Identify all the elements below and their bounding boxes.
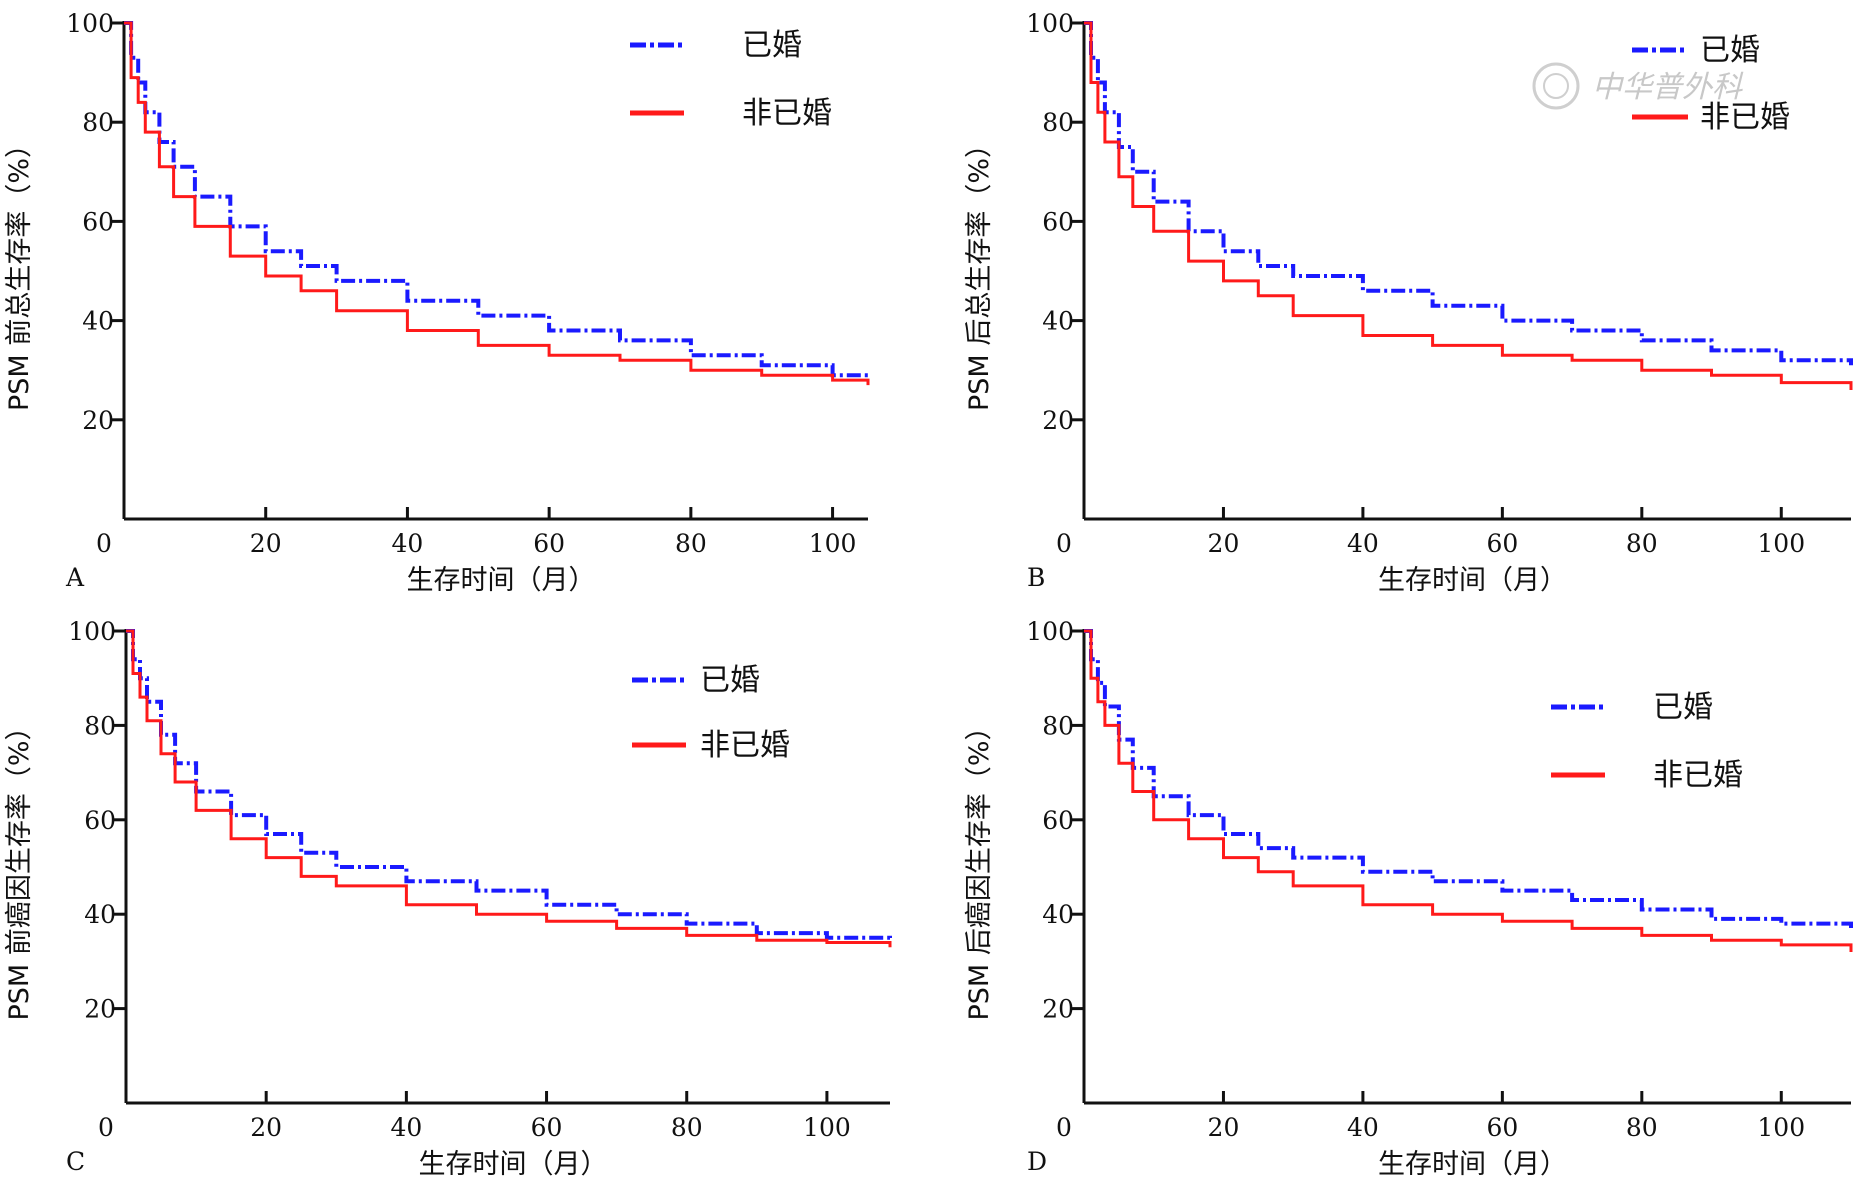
x-tick-label: 0 [98, 1113, 114, 1142]
y-tick-label: 40 [1042, 307, 1074, 336]
x-axis-title: 生存时间（月） [1378, 565, 1567, 596]
series-line-married [124, 21, 870, 378]
y-tick-label: 80 [1042, 711, 1074, 740]
y-tick-label: 60 [84, 806, 116, 835]
watermark-seal-icon [1532, 62, 1580, 110]
x-axis-title: 生存时间（月） [419, 1149, 608, 1180]
x-tick-label: 20 [250, 529, 282, 558]
panel-d: 0 20 40 60 80 100 20 40 60 80 100 生存时间（月） PSM 后癌因生存率… [964, 617, 1853, 1180]
x-tick-label: 40 [392, 529, 424, 558]
legend-label-unmarried: 非已婚 [1700, 100, 1790, 135]
y-tick-label: 80 [1042, 108, 1074, 137]
y-axis-title: PSM 后癌因生存率（%） [964, 714, 995, 1021]
series-line-unmarried [1084, 629, 1853, 952]
y-tick-label: 100 [1026, 617, 1074, 646]
x-tick-label: 40 [1347, 529, 1379, 558]
watermark-text: 中华普外科 [1592, 70, 1744, 105]
x-tick-label: 100 [809, 529, 857, 558]
x-tick-label: 60 [1486, 529, 1518, 558]
panel-letter: B [1027, 563, 1045, 592]
legend-label-unmarried: 非已婚 [700, 728, 790, 763]
y-tick-label: 20 [82, 406, 114, 435]
y-tick-label: 20 [1042, 406, 1074, 435]
panel-a: 0 20 40 60 80 100 20 40 60 80 100 生存时间（月） PSM 前总生存率（… [4, 9, 870, 596]
series-line-married [126, 629, 892, 941]
x-tick-label: 80 [1626, 529, 1658, 558]
x-axis-title: 生存时间（月） [407, 565, 596, 596]
panel-letter: C [66, 1147, 85, 1176]
x-tick-label: 20 [1208, 529, 1240, 558]
y-tick-label: 60 [1042, 806, 1074, 835]
panel-c: 0 20 40 60 80 100 20 40 60 80 100 生存时间（月） PSM 前癌因生存率… [4, 617, 892, 1180]
legend-label-married: 已婚 [1653, 690, 1713, 725]
y-tick-label: 20 [84, 995, 116, 1024]
x-tick-label: 80 [1626, 1113, 1658, 1142]
x-tick-label: 20 [1208, 1113, 1240, 1142]
legend-label-married: 已婚 [742, 28, 802, 63]
x-tick-label: 100 [1757, 1113, 1805, 1142]
watermark-seal-inner-icon [1543, 73, 1569, 99]
y-tick-label: 100 [1026, 9, 1074, 38]
y-tick-label: 40 [84, 900, 116, 929]
x-tick-label: 40 [390, 1113, 422, 1142]
x-tick-label: 0 [96, 529, 112, 558]
x-tick-label: 0 [1056, 529, 1072, 558]
series-line-unmarried [124, 21, 870, 386]
x-tick-label: 100 [1757, 529, 1805, 558]
series-line-unmarried [1084, 21, 1853, 390]
legend-label-married: 已婚 [1700, 33, 1760, 68]
panel-letter: A [65, 563, 85, 592]
x-tick-label: 20 [250, 1113, 282, 1142]
x-axis-title: 生存时间（月） [1378, 1149, 1567, 1180]
y-tick-label: 100 [66, 9, 114, 38]
series-line-married [1084, 629, 1853, 929]
y-tick-label: 60 [1042, 207, 1074, 236]
x-tick-label: 80 [675, 529, 707, 558]
y-tick-label: 20 [1042, 995, 1074, 1024]
panel-b: 0 20 40 60 80 100 20 40 60 80 100 生存时间（月） PSM 后总生存率（… [964, 9, 1853, 596]
y-tick-label: 60 [82, 207, 114, 236]
y-axis-title: PSM 前总生存率（%） [4, 131, 35, 411]
y-tick-label: 80 [84, 711, 116, 740]
y-axis-title: PSM 前癌因生存率（%） [4, 714, 35, 1021]
x-tick-label: 100 [803, 1113, 851, 1142]
x-tick-label: 60 [533, 529, 565, 558]
legend-label-unmarried: 非已婚 [1653, 758, 1743, 793]
x-tick-label: 60 [531, 1113, 563, 1142]
legend-label-married: 已婚 [700, 663, 760, 698]
y-tick-label: 80 [82, 108, 114, 137]
panels-group: 0 20 40 60 80 100 20 40 60 80 100 生存时间（月） PSM 前总生存率（… [4, 9, 1853, 1180]
legend-label-unmarried: 非已婚 [742, 96, 832, 131]
y-tick-label: 40 [1042, 900, 1074, 929]
y-tick-label: 40 [82, 307, 114, 336]
watermark: 中华普外科 [1532, 62, 1744, 110]
x-tick-label: 40 [1347, 1113, 1379, 1142]
x-tick-label: 0 [1056, 1113, 1072, 1142]
y-tick-label: 100 [68, 617, 116, 646]
series-line-unmarried [126, 629, 892, 948]
x-tick-label: 60 [1486, 1113, 1518, 1142]
x-tick-label: 80 [671, 1113, 703, 1142]
y-axis-title: PSM 后总生存率（%） [964, 131, 995, 411]
panel-letter: D [1027, 1147, 1047, 1176]
